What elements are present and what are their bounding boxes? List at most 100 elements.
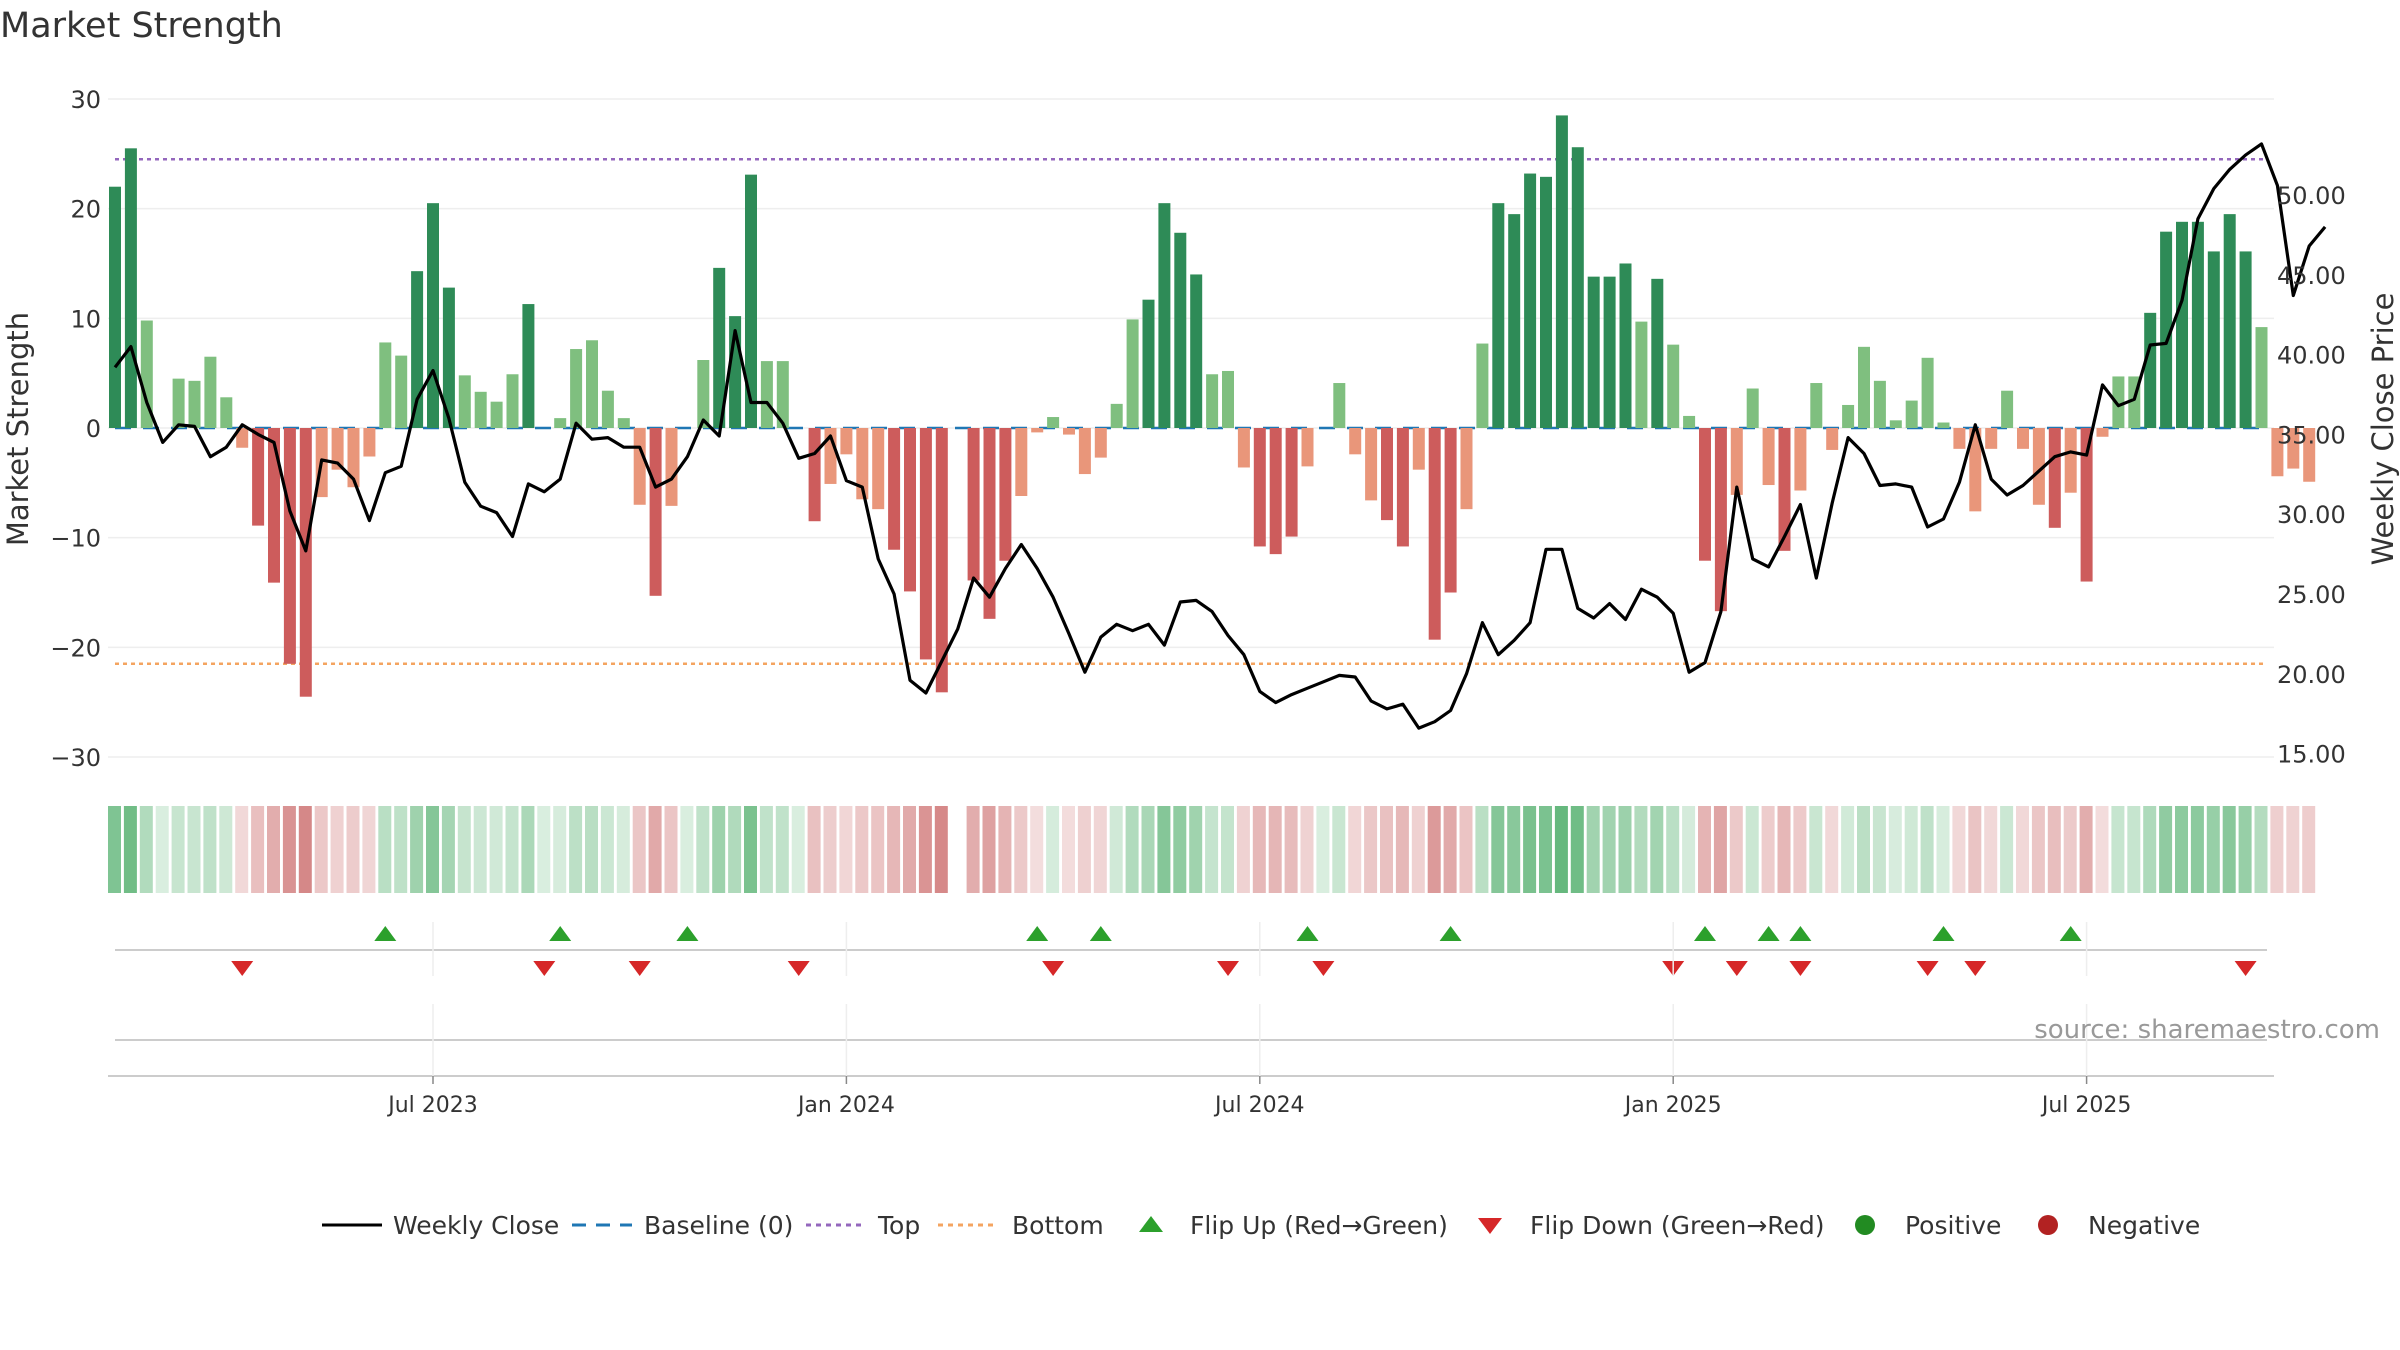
heat-cell <box>1729 806 1743 893</box>
legend-baseline: Baseline (0) <box>572 1211 793 1240</box>
heat-cell <box>1348 806 1362 893</box>
heat-cell <box>934 806 948 893</box>
strength-bar <box>2032 428 2045 505</box>
heat-cell <box>616 806 630 893</box>
strength-bar <box>1222 370 1234 428</box>
heat-cell <box>1936 806 1950 893</box>
strength-bar <box>586 340 598 428</box>
strength-bar <box>331 428 344 470</box>
heat-cell <box>680 806 694 893</box>
strength-bar <box>1699 428 1711 561</box>
flip-down-marker <box>533 961 556 976</box>
flip-down-marker <box>2234 961 2257 976</box>
strength-bar <box>2176 221 2188 428</box>
strength-bars <box>109 115 2316 697</box>
strength-bar <box>1873 380 1886 428</box>
heat-cell <box>728 806 742 893</box>
strength-bar <box>856 428 869 500</box>
heat-cell <box>2254 806 2268 893</box>
strength-bar <box>935 428 948 693</box>
strength-bar <box>1730 428 1743 495</box>
dot-icon <box>2038 1215 2058 1235</box>
strength-bar <box>1349 428 1362 455</box>
strength-bar <box>1524 173 1537 428</box>
heat-cell <box>1125 806 1139 893</box>
strength-bar <box>1571 147 1584 428</box>
strength-bar <box>1396 428 1409 547</box>
heat-cell <box>2270 806 2284 893</box>
strength-bar <box>1683 415 1696 428</box>
strength-bar <box>1078 428 1091 475</box>
heat-cell <box>1777 806 1791 893</box>
heat-cell <box>1491 806 1505 893</box>
flip-up-marker <box>1789 926 1812 941</box>
heat-cell <box>1284 806 1298 893</box>
heat-cell <box>505 806 519 893</box>
flip-up-marker <box>374 926 397 941</box>
strength-bar <box>1555 115 1568 428</box>
heat-cell <box>982 806 996 893</box>
legend: Weekly Close Baseline (0) Top Bottom Flip Up… <box>322 1211 2200 1240</box>
strength-bar <box>1158 203 1171 428</box>
heat-cell <box>235 806 249 893</box>
heat-cell <box>2206 806 2220 893</box>
flip-down-marker <box>231 961 254 976</box>
weekly-close-line-group <box>113 142 2327 730</box>
legend-top-label: Top <box>877 1211 920 1240</box>
strength-bar <box>872 428 885 510</box>
strength-bar <box>1094 428 1107 458</box>
strength-bar <box>1206 374 1219 428</box>
vertical-gridlines <box>432 922 2088 1076</box>
heat-cell <box>489 806 503 893</box>
heat-cell <box>1395 806 1409 893</box>
heat-cell <box>187 806 201 893</box>
x-tick-label: Jan 2024 <box>796 1093 895 1118</box>
strength-bar <box>109 186 121 428</box>
strength-bar <box>2255 327 2268 428</box>
dot-icon <box>1855 1215 1875 1235</box>
y2-tick-label: 15.00 <box>2277 741 2346 769</box>
strength-bar <box>268 428 280 583</box>
heat-cell <box>1507 806 1521 893</box>
strength-bar <box>2112 376 2125 428</box>
heat-cell <box>1157 806 1171 893</box>
heat-cell <box>251 806 265 893</box>
strength-bar <box>204 356 217 428</box>
heat-cell <box>378 806 392 893</box>
heat-cell <box>2159 806 2173 893</box>
strength-bar <box>1810 383 1823 428</box>
strength-bar <box>427 203 439 428</box>
y-tick-label: 0 <box>86 415 101 443</box>
triangle-down-icon <box>1478 1218 1502 1234</box>
heat-cell <box>1093 806 1107 893</box>
strength-bar <box>140 320 153 428</box>
y-tick-label: 20 <box>70 196 101 224</box>
heat-cell <box>966 806 980 893</box>
strength-bar <box>760 361 773 428</box>
heat-cell <box>346 806 360 893</box>
legend-baseline-label: Baseline (0) <box>644 1211 793 1240</box>
legend-bottom: Bottom <box>938 1211 1104 1240</box>
strength-bar <box>1587 276 1600 428</box>
strength-bar <box>506 374 519 428</box>
strength-bar <box>633 428 646 505</box>
source-credit: source: sharemaestro.com <box>2034 1015 2380 1045</box>
strength-bar <box>1476 343 1489 428</box>
strength-bar <box>1110 403 1123 428</box>
legend-top: Top <box>806 1211 920 1240</box>
flip-up-marker <box>1694 926 1716 941</box>
heat-cell <box>1793 806 1807 893</box>
flip-down-marker <box>1725 961 1748 976</box>
legend-flip-down-label: Flip Down (Green→Red) <box>1530 1211 1825 1240</box>
strength-bar <box>1985 428 1998 449</box>
strength-bar <box>840 428 853 455</box>
strength-bar <box>188 380 201 428</box>
flip-down-marker <box>787 961 810 976</box>
heat-cell <box>2286 806 2300 893</box>
strength-bar <box>1253 428 1266 547</box>
flip-down-marker <box>1964 961 1987 976</box>
strength-bar <box>1842 404 1855 428</box>
heat-cell <box>1236 806 1250 893</box>
left-axis-ticks: 30 20 10 0 −10 −20 −30 <box>50 86 101 772</box>
heat-cell <box>1713 806 1727 893</box>
